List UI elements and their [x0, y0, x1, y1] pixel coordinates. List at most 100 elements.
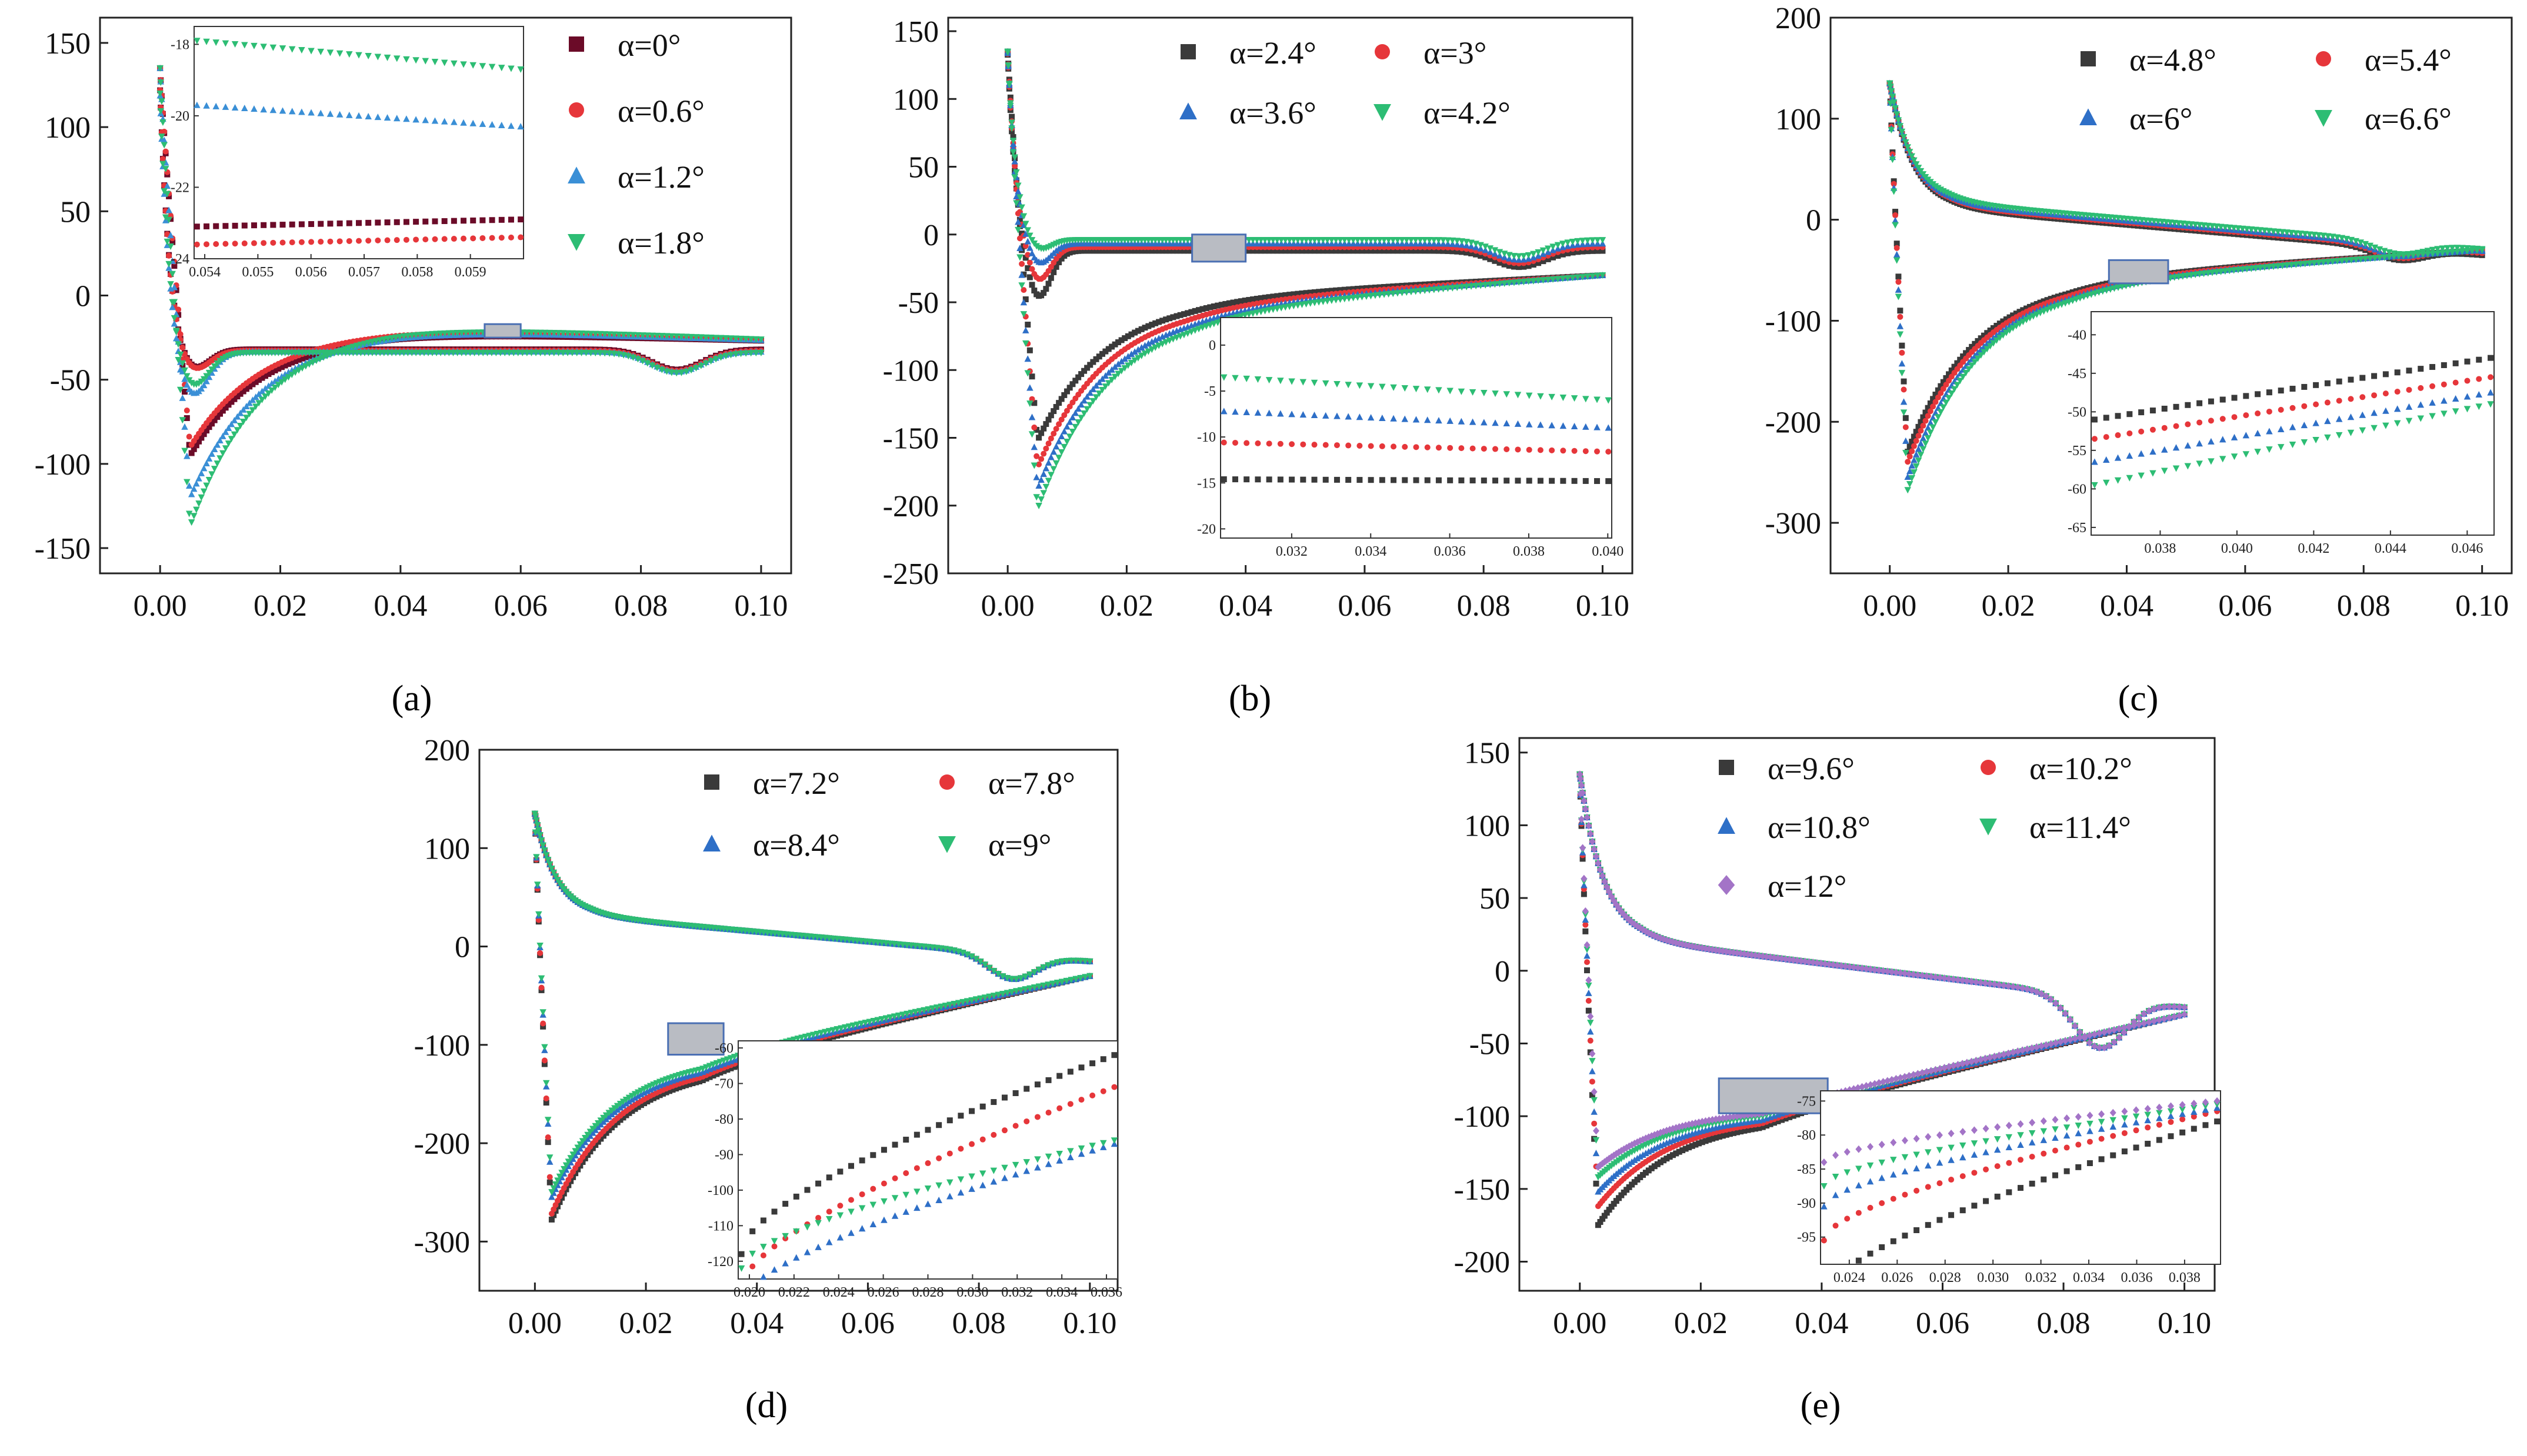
data-point — [1496, 280, 1503, 288]
data-point — [164, 238, 171, 245]
data-point — [1241, 312, 1249, 319]
data-point — [2118, 283, 2126, 290]
inset-point — [241, 42, 248, 49]
data-point — [2315, 232, 2322, 239]
inset-point — [498, 216, 505, 223]
inset-point — [222, 40, 229, 47]
data-point — [209, 420, 215, 427]
data-point — [369, 339, 376, 346]
y-tick-label: -250 — [883, 557, 939, 591]
data-point — [1015, 226, 1022, 233]
data-point — [211, 363, 218, 370]
data-point — [1935, 387, 1941, 393]
inset-point — [1559, 395, 1567, 402]
data-point — [673, 1086, 679, 1092]
data-point — [1131, 357, 1138, 364]
data-point — [162, 166, 169, 173]
inset-point — [413, 219, 419, 225]
data-point — [1035, 503, 1042, 510]
inset-point — [2115, 413, 2121, 419]
data-point — [1056, 400, 1062, 406]
data-point — [1087, 362, 1094, 368]
data-point — [258, 388, 266, 395]
data-point — [1278, 292, 1285, 299]
data-point — [1930, 403, 1936, 410]
inset-point — [318, 239, 324, 245]
data-point — [1435, 248, 1442, 254]
inset-point — [279, 107, 286, 114]
data-point — [1163, 316, 1169, 323]
data-point — [2111, 285, 2118, 292]
inset-point — [2208, 398, 2214, 405]
inset-point — [1514, 420, 1522, 427]
inset-point — [2476, 376, 2482, 382]
data-point — [214, 441, 221, 448]
data-point — [1298, 301, 1306, 308]
data-point — [458, 349, 465, 356]
data-point — [324, 352, 331, 359]
inset-point — [2301, 439, 2308, 446]
data-point — [629, 332, 637, 339]
y-tick-label: -200 — [883, 490, 939, 523]
data-point — [246, 410, 253, 418]
data-point — [2122, 282, 2130, 289]
data-point — [1515, 279, 1522, 286]
data-point — [673, 333, 680, 340]
data-point — [182, 389, 188, 395]
data-point — [1599, 272, 1606, 279]
inset-point — [2289, 386, 2296, 392]
inset-point — [1345, 413, 1352, 420]
inset-point — [488, 121, 496, 128]
inset-point — [2406, 368, 2412, 374]
inset-point — [1221, 408, 1228, 415]
data-point — [1929, 424, 1936, 431]
data-point — [1332, 297, 1339, 304]
inset-point — [2242, 432, 2250, 439]
x-tick-label: 0.04 — [1219, 589, 1272, 623]
legend-label: α=0.6° — [618, 93, 705, 129]
data-point — [551, 329, 558, 336]
data-point — [1181, 311, 1187, 318]
inset-point — [279, 222, 286, 228]
inset-point — [2464, 378, 2471, 384]
data-point — [1031, 443, 1038, 450]
data-point — [1246, 297, 1252, 303]
data-point — [196, 438, 202, 445]
data-point — [1152, 344, 1159, 351]
data-point — [1191, 327, 1199, 334]
data-point — [169, 239, 176, 245]
inset-point — [1526, 446, 1532, 453]
inset-point — [508, 216, 514, 223]
data-point — [1372, 292, 1379, 299]
data-point — [1118, 248, 1125, 254]
data-point — [1888, 126, 1895, 133]
data-point — [1511, 279, 1518, 286]
data-point — [295, 367, 302, 374]
data-point — [582, 330, 590, 338]
data-point — [1004, 48, 1011, 55]
inset-point — [1548, 393, 1555, 400]
inset-point — [403, 56, 410, 63]
inset-point — [336, 238, 343, 245]
data-point — [1902, 415, 1909, 421]
inset-point — [470, 235, 476, 242]
data-point — [1925, 413, 1931, 419]
data-point — [732, 351, 739, 358]
data-point — [524, 349, 531, 356]
inset-point — [270, 239, 276, 246]
data-point — [1486, 282, 1494, 289]
inset-point — [1503, 477, 1510, 484]
data-point — [1540, 258, 1546, 265]
data-point — [1291, 248, 1297, 254]
inset-point — [1277, 410, 1284, 417]
data-point — [2069, 298, 2076, 305]
data-point — [1295, 290, 1301, 297]
x-tick-label: 0.10 — [2455, 589, 2509, 623]
data-point — [454, 349, 461, 356]
data-point — [376, 337, 384, 344]
data-point — [1048, 472, 1055, 479]
data-point — [231, 416, 238, 423]
data-point — [2084, 292, 2091, 299]
data-point — [698, 362, 705, 369]
data-point — [1895, 279, 1902, 285]
